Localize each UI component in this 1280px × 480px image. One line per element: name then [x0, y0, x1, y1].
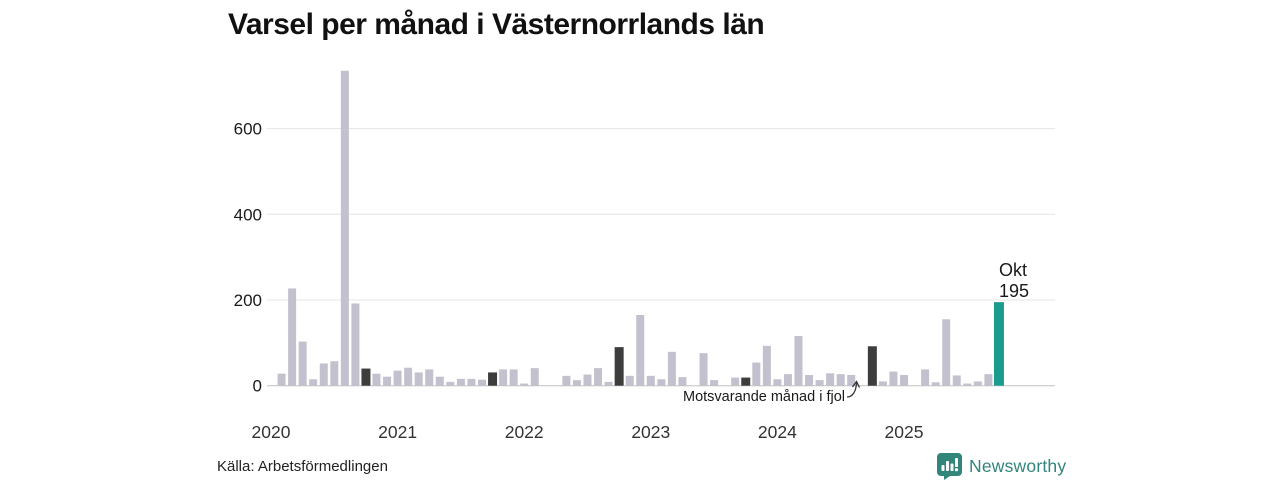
annotation-arrow-icon	[846, 380, 861, 398]
bar-2024-07	[836, 374, 845, 386]
bar-2022-07	[583, 374, 592, 386]
bar-2023-12	[762, 345, 771, 386]
bar-2024-04	[805, 374, 814, 386]
bar-2020-06	[319, 363, 328, 386]
annotation-last-year: Motsvarande månad i fjol	[683, 380, 862, 405]
x-tick-2021: 2021	[378, 422, 417, 442]
y-tick-600: 600	[234, 120, 262, 139]
bar-2025-09	[984, 374, 993, 386]
bar-2024-10	[867, 346, 877, 386]
bar-2025-06	[952, 375, 961, 386]
bar-2024-02	[783, 374, 792, 386]
annotation-text: Motsvarande månad i fjol	[683, 389, 845, 405]
bar-2023-09	[731, 377, 740, 386]
bar-2022-06	[572, 380, 581, 386]
bar-2022-09	[604, 381, 613, 386]
bar-2025-07	[963, 383, 972, 386]
current-month-label: Okt	[999, 260, 1028, 280]
bar-2022-12	[636, 314, 645, 386]
bar-2023-10	[741, 377, 751, 386]
bar-2020-04	[298, 341, 307, 386]
newsworthy-wordmark: Newsworthy	[969, 456, 1067, 476]
x-tick-2023: 2023	[631, 422, 670, 442]
x-tick-2025: 2025	[885, 422, 924, 442]
x-tick-2024: 2024	[758, 422, 797, 442]
bar-2024-05	[815, 380, 824, 386]
bar-2023-11	[752, 362, 761, 386]
bar-2020-08	[340, 70, 349, 386]
bar-2022-10	[614, 347, 624, 386]
bar-2021-06	[446, 381, 455, 386]
x-tick-2022: 2022	[505, 422, 544, 442]
bar-2021-11	[499, 369, 508, 386]
bar-2023-02	[657, 379, 666, 386]
bar-2022-01	[520, 383, 529, 386]
chart-title: Varsel per månad i Västernorrlands län	[228, 8, 765, 41]
bar-2022-02	[530, 368, 539, 386]
bar-2025-05	[942, 319, 951, 386]
source-label: Källa: Arbetsförmedlingen	[217, 458, 388, 475]
bar-2020-11	[372, 373, 381, 386]
bar-2024-08	[847, 374, 856, 386]
x-tick-2020: 2020	[252, 422, 291, 442]
bar-2025-10	[993, 302, 1004, 386]
bar-2024-03	[794, 335, 803, 386]
bar-2020-02	[277, 373, 286, 386]
bar-2021-09	[478, 379, 486, 386]
y-tick-0: 0	[253, 377, 262, 396]
bar-2021-08	[467, 378, 476, 386]
bar-2020-07	[330, 361, 339, 386]
current-value: 195	[999, 281, 1030, 301]
current-value-label: Okt 195	[999, 260, 1029, 302]
bar-2021-03	[414, 372, 423, 386]
bar-2023-06	[699, 353, 708, 386]
bar-2020-09	[351, 303, 360, 386]
bar-2023-01	[646, 375, 655, 386]
bar-2020-05	[309, 379, 318, 386]
newsworthy-icon	[937, 453, 962, 480]
bar-2023-07	[710, 380, 719, 386]
bar-2021-10	[488, 372, 498, 386]
bar-2021-02	[404, 367, 413, 386]
bar-2021-12	[509, 369, 518, 386]
bar-2024-11	[878, 381, 887, 386]
bar-2020-10	[361, 368, 371, 386]
bar-2025-01	[900, 374, 908, 386]
bar-2021-07	[456, 378, 465, 386]
bar-2025-08	[973, 381, 982, 386]
bar-2020-03	[288, 288, 297, 386]
bar-2024-12	[889, 371, 898, 386]
bar-2022-11	[625, 375, 634, 386]
bar-2025-03	[921, 369, 930, 386]
bar-2022-08	[594, 368, 603, 386]
bar-2023-04	[678, 377, 687, 386]
bar-2021-04	[425, 369, 434, 386]
bar-2024-06	[826, 373, 835, 386]
y-tick-200: 200	[234, 291, 262, 310]
bar-2023-03	[667, 351, 676, 386]
bar-2022-05	[562, 375, 571, 386]
bar-2024-01	[773, 379, 782, 386]
bar-2021-01	[393, 370, 402, 386]
bar-2021-05	[435, 376, 444, 386]
y-tick-400: 400	[234, 205, 262, 224]
bar-2020-12	[383, 376, 392, 386]
newsworthy-logo: Newsworthy	[937, 453, 1066, 480]
bar-2025-04	[931, 382, 940, 386]
